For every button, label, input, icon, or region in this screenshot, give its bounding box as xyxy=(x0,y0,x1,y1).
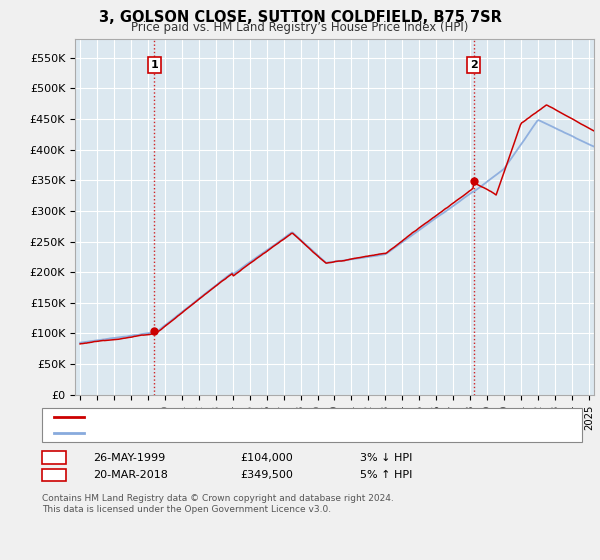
Text: 3, GOLSON CLOSE, SUTTON COLDFIELD, B75 7SR: 3, GOLSON CLOSE, SUTTON COLDFIELD, B75 7… xyxy=(98,10,502,25)
Text: 5% ↑ HPI: 5% ↑ HPI xyxy=(360,470,412,480)
Text: 2: 2 xyxy=(50,470,58,480)
Text: 2: 2 xyxy=(470,60,478,70)
Text: This data is licensed under the Open Government Licence v3.0.: This data is licensed under the Open Gov… xyxy=(42,505,331,514)
Text: 3, GOLSON CLOSE, SUTTON COLDFIELD, B75 7SR (detached house): 3, GOLSON CLOSE, SUTTON COLDFIELD, B75 7… xyxy=(93,412,445,422)
Text: 1: 1 xyxy=(50,452,58,463)
Text: 3% ↓ HPI: 3% ↓ HPI xyxy=(360,452,412,463)
Text: HPI: Average price, detached house, Birmingham: HPI: Average price, detached house, Birm… xyxy=(93,428,350,438)
Text: Price paid vs. HM Land Registry’s House Price Index (HPI): Price paid vs. HM Land Registry’s House … xyxy=(131,21,469,34)
Text: £349,500: £349,500 xyxy=(240,470,293,480)
Text: 20-MAR-2018: 20-MAR-2018 xyxy=(93,470,168,480)
Text: 1: 1 xyxy=(151,60,158,70)
Text: 26-MAY-1999: 26-MAY-1999 xyxy=(93,452,165,463)
Text: Contains HM Land Registry data © Crown copyright and database right 2024.: Contains HM Land Registry data © Crown c… xyxy=(42,494,394,503)
Text: £104,000: £104,000 xyxy=(240,452,293,463)
